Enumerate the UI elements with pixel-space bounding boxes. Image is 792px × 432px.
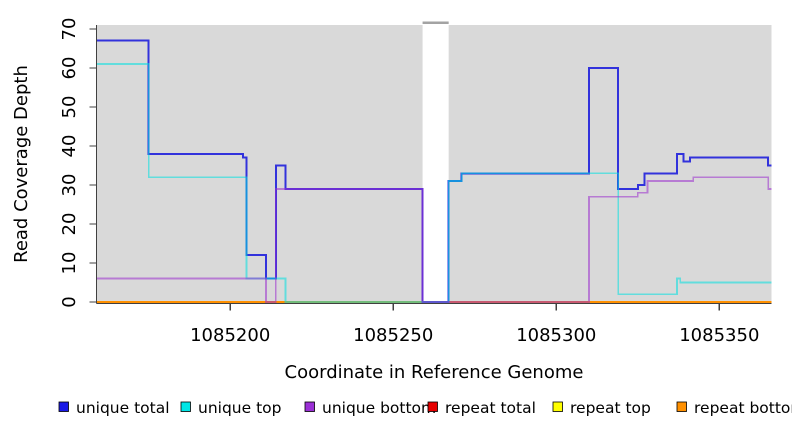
legend-label-repeat-top: repeat top: [570, 399, 651, 417]
legend-label-unique-bottom: unique bottom: [322, 399, 436, 417]
legend-label-unique-total: unique total: [76, 399, 170, 417]
legend-swatch-repeat-top: [552, 401, 563, 412]
y-axis-title: Read Coverage Depth: [11, 65, 32, 263]
legend-item-repeat-bottom: repeat bottom: [676, 399, 792, 417]
y-tick-label: 60: [59, 57, 80, 80]
x-tick-label: 1085250: [353, 325, 433, 346]
legend-label-repeat-bottom: repeat bottom: [694, 399, 792, 417]
legend-item-repeat-total: repeat total: [427, 399, 536, 417]
x-tick-label: 1085300: [516, 325, 596, 346]
y-tick-label: 20: [59, 213, 80, 236]
legend-swatch-unique-bottom: [304, 401, 315, 412]
legend-swatch-repeat-bottom: [676, 401, 687, 412]
y-tick-label: 40: [59, 135, 80, 158]
legend-item-unique-top: unique top: [180, 399, 281, 417]
series-line-unique-bottom: [96, 176, 772, 303]
x-axis-title: Coordinate in Reference Genome: [284, 362, 584, 383]
x-tick-label: 1085350: [679, 325, 759, 346]
gap-band: [422, 24, 449, 304]
legend-swatch-unique-top: [180, 401, 191, 412]
legend-item-repeat-top: repeat top: [552, 399, 651, 417]
y-tick-label: 70: [59, 18, 80, 41]
legend-swatch-unique-total: [58, 401, 69, 412]
gap-band-cap: [422, 21, 449, 24]
y-tick-label: 50: [59, 96, 80, 119]
legend-item-unique-total: unique total: [58, 399, 170, 417]
y-tick-label: 0: [59, 296, 80, 307]
legend-item-unique-bottom: unique bottom: [304, 399, 436, 417]
x-tick-label: 1085200: [190, 325, 270, 346]
legend-label-unique-top: unique top: [198, 399, 281, 417]
legend-label-repeat-total: repeat total: [445, 399, 536, 417]
series-line-unique-top: [96, 63, 772, 303]
legend-swatch-repeat-total: [427, 401, 438, 412]
y-tick-label: 10: [59, 252, 80, 275]
y-tick-label: 30: [59, 174, 80, 197]
